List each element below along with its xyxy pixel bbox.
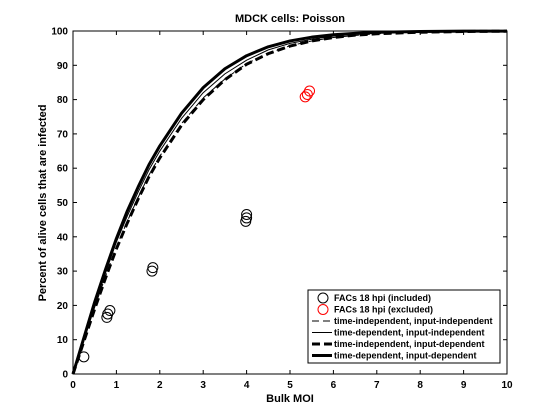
legend-entry-label: time-dependent, input-dependent <box>334 351 477 361</box>
y-tick-label: 50 <box>57 198 69 209</box>
legend-entry-label: FACs 18 hpi (included) <box>334 293 431 303</box>
legend-box <box>307 289 501 364</box>
y-tick-label: 80 <box>57 95 69 106</box>
chart-title: MDCK cells: Poisson <box>235 13 345 25</box>
y-tick-label: 100 <box>51 27 68 38</box>
legend-entry-label: FACs 18 hpi (excluded) <box>334 305 433 315</box>
y-tick-label: 40 <box>57 232 69 243</box>
y-tick-label: 20 <box>57 301 69 312</box>
x-tick-label: 5 <box>287 380 293 391</box>
y-tick-label: 10 <box>57 335 69 346</box>
x-tick-label: 9 <box>461 380 467 391</box>
scatter-point-1 <box>147 262 159 274</box>
scatter-point-1 <box>102 308 114 320</box>
scatter-point-1 <box>241 209 253 221</box>
scatter-point-1 <box>241 212 253 224</box>
legend: FACs 18 hpi (included) FACs 18 hpi (exclu… <box>307 289 501 364</box>
scatter-point-2 <box>304 85 316 97</box>
legend-marker <box>317 304 329 315</box>
y-tick-label: 60 <box>57 164 69 175</box>
y-tick-label: 30 <box>57 267 69 278</box>
series-line-4 <box>71 29 508 375</box>
scatter-point-1 <box>104 305 116 317</box>
x-tick-label: 7 <box>374 380 380 391</box>
x-tick-label: 1 <box>114 380 120 391</box>
legend-entry-label: time-independent, input-dependent <box>334 339 485 349</box>
scatter-point-2 <box>299 91 311 103</box>
scatter-point-2 <box>301 88 313 100</box>
y-tick-label: 0 <box>62 370 68 381</box>
legend-entry-label: time-dependent, input-independent <box>334 328 485 338</box>
legend-entry-label: time-independent, input-independent <box>334 316 493 326</box>
scatter-point-1 <box>78 351 90 363</box>
x-tick-label: 2 <box>157 380 163 391</box>
y-tick-label: 70 <box>57 129 69 140</box>
x-tick-label: 3 <box>200 380 206 391</box>
y-axis-label: Percent of alive cells that are infected <box>37 105 49 302</box>
x-tick-label: 4 <box>244 380 250 391</box>
x-tick-label: 10 <box>501 380 513 391</box>
y-tick-label: 90 <box>57 61 69 72</box>
x-tick-label: 6 <box>331 380 337 391</box>
legend-marker <box>317 292 329 304</box>
series-line-3 <box>71 29 508 375</box>
x-axis-label: Bulk MOI <box>266 393 314 405</box>
x-tick-label: 0 <box>70 380 76 391</box>
x-tick-label: 8 <box>417 380 423 391</box>
